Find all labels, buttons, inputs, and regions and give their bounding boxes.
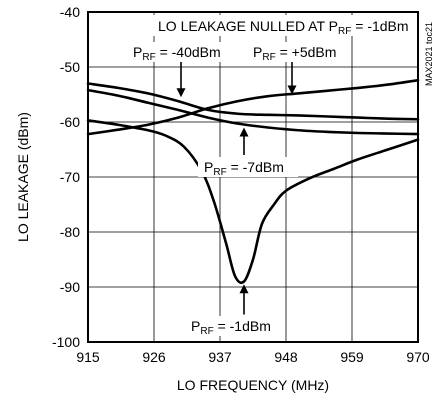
x-axis-label: LO FREQUENCY (MHz) [177,377,329,393]
x-tick-label: 970 [406,349,430,365]
x-tick-label: 937 [208,349,232,365]
annotation-label-sub: RF [200,326,213,337]
annotation-arrowhead [176,88,186,98]
annotation-label: PRF = -7dBm [204,159,284,178]
annotation-label-value: = -7dBm [227,159,284,175]
annotation-label-p: P [133,44,142,60]
annotation-arrowhead [239,284,249,294]
annotation-label-bg [185,316,285,336]
annotation-label-sub: RF [142,52,155,63]
y-ticks: -40 -50 -60 -70 -80 -90 -100 [52,4,80,350]
y-tick-label: -50 [60,59,80,75]
y-tick-label: -70 [60,169,80,185]
chart-title: LO LEAKAGE NULLED AT PRF = -1dBm [158,18,409,37]
annotation-label-value: = -40dBm [156,44,221,60]
series-group [86,78,420,285]
annotation-arrowhead [287,85,297,95]
x-tick-label: 948 [274,349,298,365]
y-tick-label: -80 [60,224,80,240]
annotation-label-p: P [204,159,213,175]
series-line [86,119,420,285]
annotation-label-p: P [191,318,200,334]
series-line [86,88,420,136]
annotation-label-bg [127,42,229,62]
figure-code: MAX2021 toc21 [424,22,434,86]
annotation-label-bg [246,42,341,62]
title-box [152,15,411,36]
annotation-label-p: P [253,44,262,60]
annotation-label: PRF = -40dBm [133,44,221,63]
x-tick-label: 959 [340,349,364,365]
y-tick-label: -60 [60,114,80,130]
series-line [86,78,420,136]
grid [88,12,418,342]
annotation-arrowhead [239,127,249,137]
annotation-label: PRF = -1dBm [191,318,271,337]
series-line [86,82,420,121]
annotation-label-value: = +5dBm [276,44,337,60]
y-axis-label: LO LEAKAGE (dBm) [15,112,31,242]
x-ticks: 915 926 937 948 959 970 [76,349,430,365]
y-tick-label: -100 [52,334,80,350]
annotation-label-sub: RF [262,52,275,63]
chart-title-post: = -1dBm [351,18,408,34]
chart-title-pre: LO LEAKAGE NULLED AT P [158,18,338,34]
x-tick-label: 926 [142,349,166,365]
annotation-label-sub: RF [213,167,226,178]
annotation-label: PRF = +5dBm [253,44,336,63]
x-tick-label: 915 [76,349,100,365]
chart-title-sub: RF [338,26,351,37]
annotation-label-bg [198,157,298,177]
y-tick-label: -40 [60,4,80,20]
y-tick-label: -90 [60,279,80,295]
annotation-label-value: = -1dBm [214,318,271,334]
